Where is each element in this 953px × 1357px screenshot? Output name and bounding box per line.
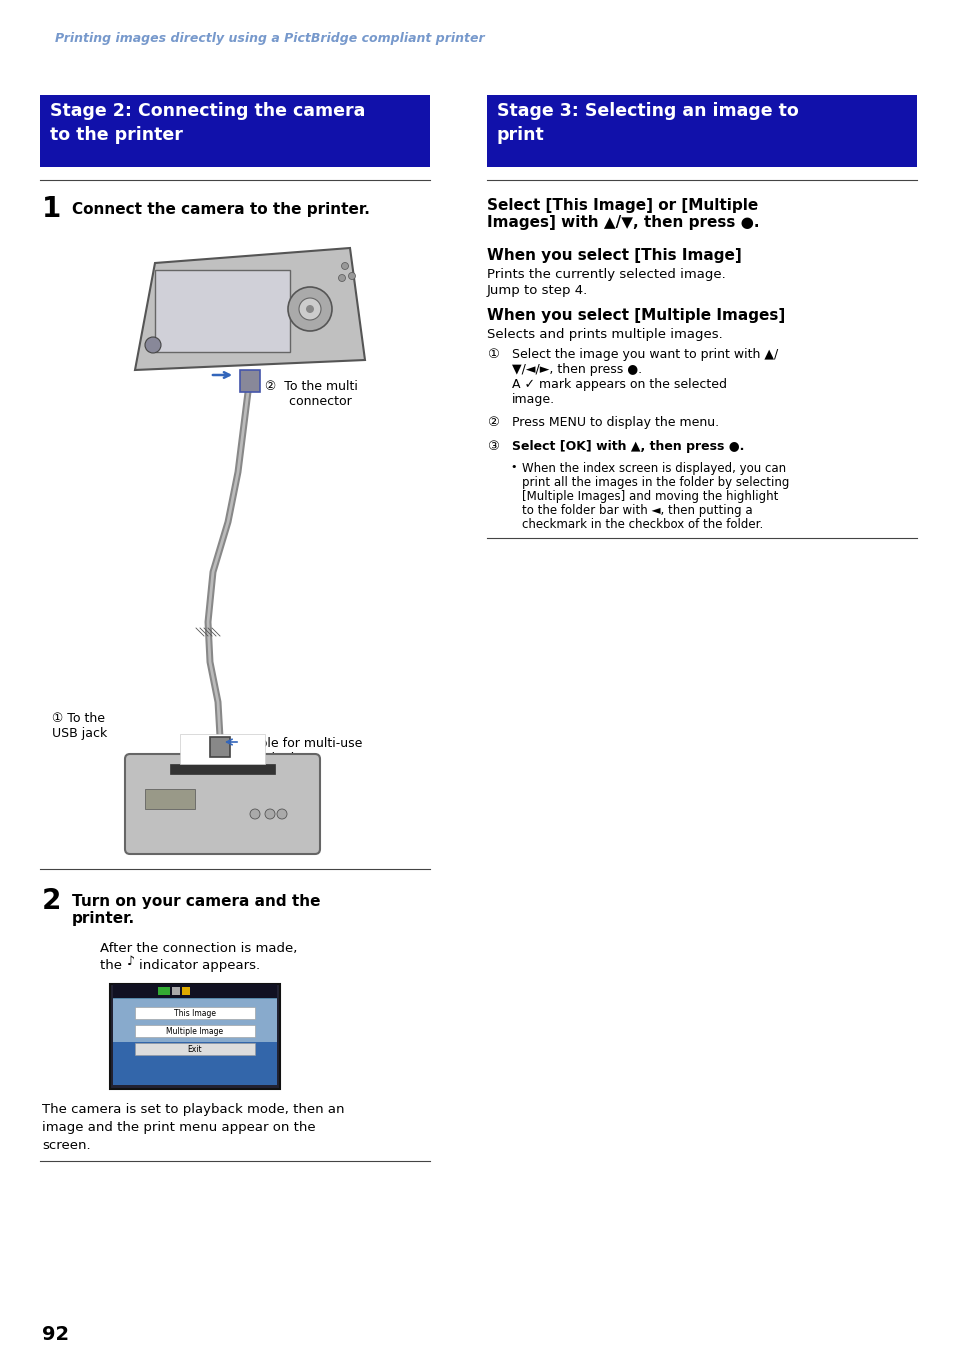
Bar	[135, 1025, 254, 1037]
Text: When you select [This Image]: When you select [This Image]	[486, 248, 741, 263]
Bar	[210, 737, 230, 757]
Text: image.: image.	[512, 394, 555, 406]
Text: Stage 2: Connecting the camera
to the printer: Stage 2: Connecting the camera to the pr…	[50, 102, 365, 144]
Text: Printing images directly using a PictBridge compliant printer: Printing images directly using a PictBri…	[55, 33, 484, 45]
Text: Images] with ▲/▼, then press ●.: Images] with ▲/▼, then press ●.	[486, 214, 759, 229]
Bar	[240, 370, 260, 392]
Text: 1: 1	[42, 195, 61, 223]
Bar	[486, 95, 916, 167]
Text: Connect the camera to the printer.: Connect the camera to the printer.	[71, 202, 370, 217]
Text: ▼/◄/►, then press ●.: ▼/◄/►, then press ●.	[512, 364, 641, 376]
Circle shape	[298, 299, 320, 320]
Text: ②  To the multi
      connector: ② To the multi connector	[265, 380, 357, 408]
Text: When you select [Multiple Images]: When you select [Multiple Images]	[486, 308, 784, 323]
Text: 92: 92	[42, 1324, 69, 1343]
Circle shape	[306, 305, 314, 313]
Circle shape	[348, 273, 355, 280]
Text: After the connection is made,: After the connection is made,	[100, 942, 297, 955]
Circle shape	[341, 262, 348, 270]
Text: Select the image you want to print with ▲/: Select the image you want to print with …	[512, 347, 778, 361]
Bar	[182, 987, 190, 995]
Text: Select [OK] with ▲, then press ●.: Select [OK] with ▲, then press ●.	[512, 440, 743, 453]
Bar	[135, 1044, 254, 1054]
Bar	[172, 987, 180, 995]
Text: Select [This Image] or [Multiple: Select [This Image] or [Multiple	[486, 198, 758, 213]
Text: Exit: Exit	[188, 1045, 202, 1054]
Text: Print: Print	[116, 987, 137, 996]
Bar	[180, 734, 265, 764]
Bar	[112, 1042, 276, 1086]
Text: The camera is set to playback mode, then an
image and the print menu appear on t: The camera is set to playback mode, then…	[42, 1103, 344, 1152]
Polygon shape	[154, 270, 290, 351]
Bar	[135, 1007, 254, 1019]
Bar	[145, 788, 194, 809]
Polygon shape	[135, 248, 365, 370]
Text: ♪: ♪	[127, 955, 135, 968]
Text: Selects and prints multiple images.: Selects and prints multiple images.	[486, 328, 722, 341]
Circle shape	[288, 286, 332, 331]
Text: print all the images in the folder by selecting: print all the images in the folder by se…	[521, 476, 788, 489]
Text: 12/13: 12/13	[252, 987, 274, 996]
Text: to the folder bar with ◄, then putting a: to the folder bar with ◄, then putting a	[521, 503, 752, 517]
Bar	[158, 987, 170, 995]
Text: the    indicator appears.: the indicator appears.	[100, 959, 260, 972]
Text: A ✓ mark appears on the selected: A ✓ mark appears on the selected	[512, 379, 726, 391]
Circle shape	[276, 809, 287, 820]
Text: ①: ①	[486, 347, 498, 361]
Text: Jump to step 4.: Jump to step 4.	[486, 284, 588, 297]
Bar	[170, 764, 274, 773]
Text: ① To the
USB jack: ① To the USB jack	[52, 712, 107, 740]
Bar	[112, 984, 276, 997]
Text: [Multiple Images] and moving the highlight: [Multiple Images] and moving the highlig…	[521, 490, 778, 503]
Circle shape	[265, 809, 274, 820]
Text: 2: 2	[42, 887, 61, 915]
Text: •: •	[510, 461, 516, 472]
Text: This Image: This Image	[173, 1010, 215, 1018]
Bar	[40, 95, 430, 167]
Text: checkmark in the checkbox of the folder.: checkmark in the checkbox of the folder.	[521, 518, 762, 531]
Text: Press MENU to display the menu.: Press MENU to display the menu.	[512, 417, 719, 429]
Text: When the index screen is displayed, you can: When the index screen is displayed, you …	[521, 461, 785, 475]
Bar	[110, 984, 280, 1090]
Bar	[112, 999, 276, 1042]
Text: Cable for multi-use
terminal: Cable for multi-use terminal	[243, 737, 362, 765]
Text: Stage 3: Selecting an image to
print: Stage 3: Selecting an image to print	[497, 102, 798, 144]
Text: Turn on your camera and the
printer.: Turn on your camera and the printer.	[71, 894, 320, 927]
Circle shape	[338, 274, 345, 281]
FancyBboxPatch shape	[125, 754, 319, 854]
Circle shape	[145, 337, 161, 353]
Text: Prints the currently selected image.: Prints the currently selected image.	[486, 267, 725, 281]
Circle shape	[250, 809, 260, 820]
Text: ②: ②	[486, 417, 498, 429]
Text: ③: ③	[486, 440, 498, 453]
Text: Multiple Image: Multiple Image	[166, 1027, 223, 1035]
Bar	[112, 997, 276, 1086]
